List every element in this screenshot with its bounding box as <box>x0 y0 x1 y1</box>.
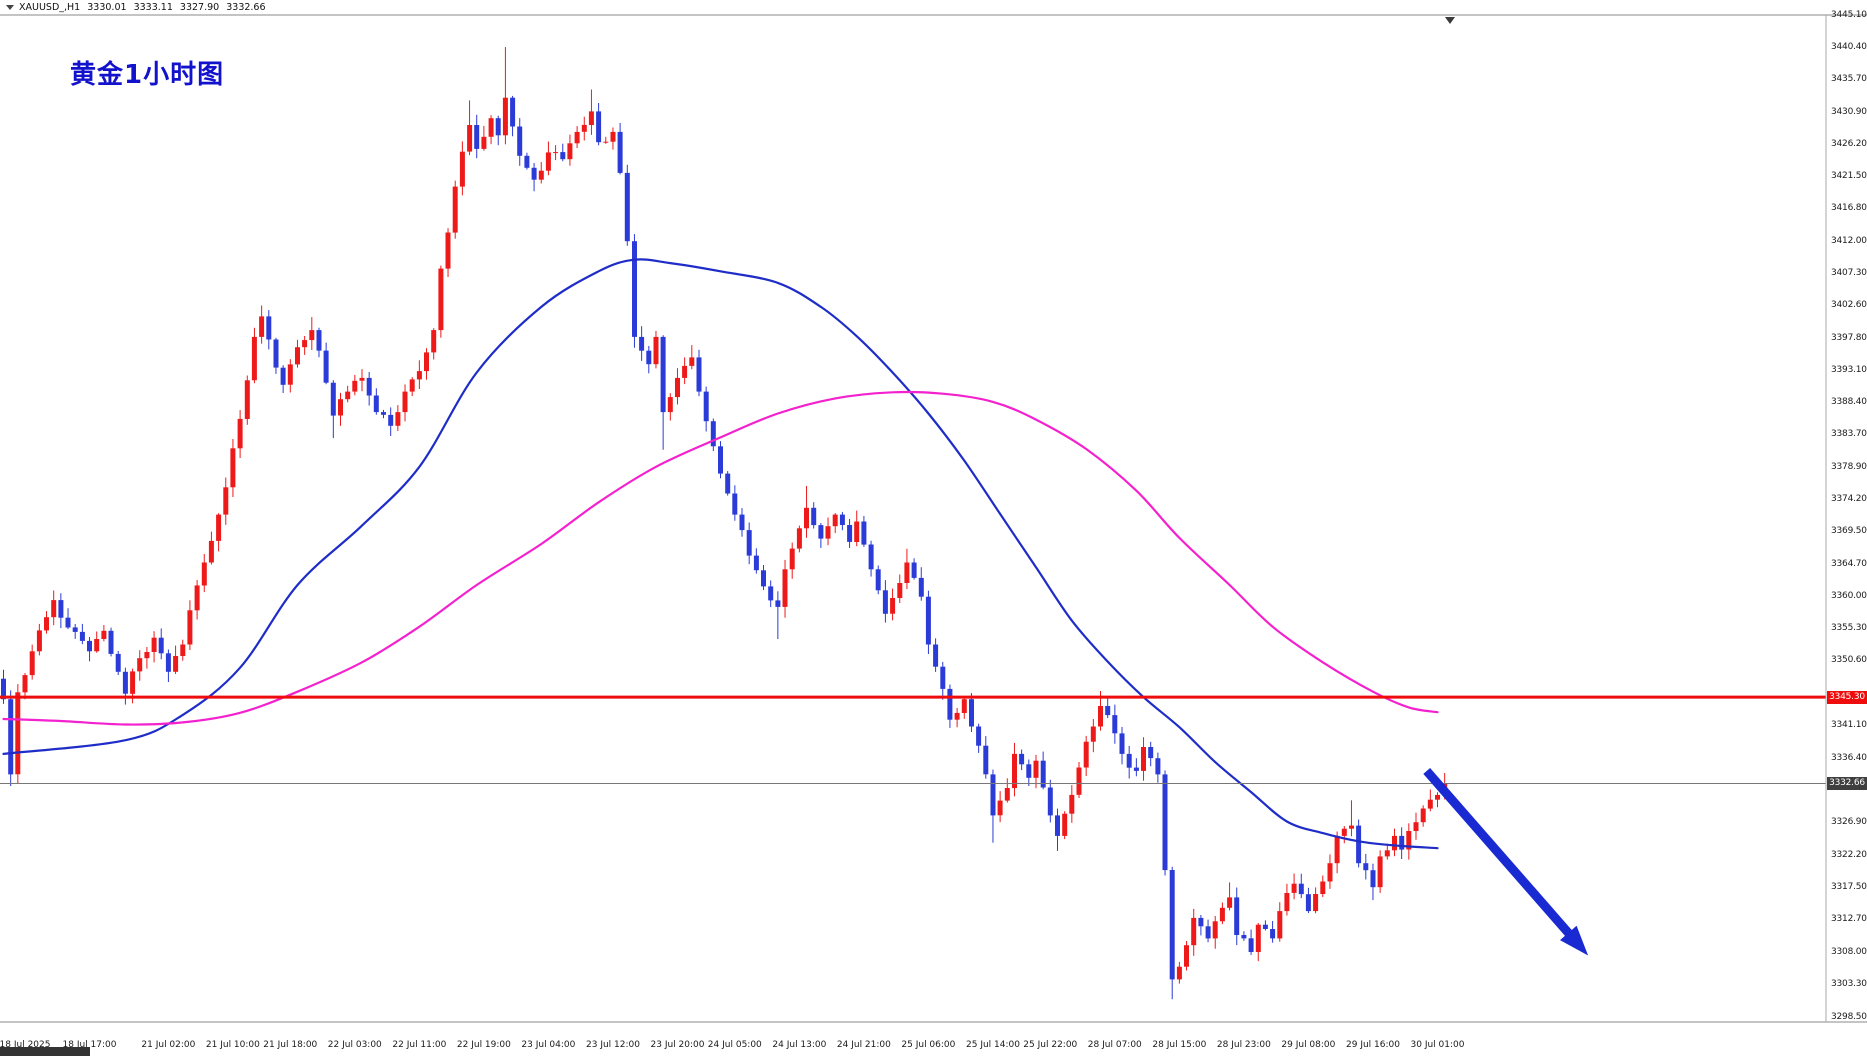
time-tick-label: 23 Jul 12:00 <box>586 1040 640 1050</box>
price-tick-label: 3383.70 <box>1831 429 1867 440</box>
time-tick-label: 18 Jul 17:00 <box>62 1040 117 1050</box>
ohlc-low: 3327.90 <box>179 2 220 13</box>
current-price-label: 3332.66 <box>1827 777 1867 790</box>
price-tick-label: 3412.00 <box>1831 235 1867 246</box>
price-tick-label: 3326.90 <box>1831 817 1867 828</box>
time-tick-label: 22 Jul 03:00 <box>327 1040 382 1050</box>
price-tick-label: 3402.60 <box>1831 300 1867 310</box>
price-axis[interactable] <box>1827 15 1867 1022</box>
symbol-dropdown-icon[interactable] <box>6 5 14 10</box>
price-tick-label: 3350.60 <box>1831 655 1867 666</box>
ma-slow-magenta-line[interactable] <box>2 390 1439 726</box>
trend-arrow-annotation[interactable] <box>1423 767 1575 939</box>
ohlc-high: 3333.11 <box>133 2 173 13</box>
symbol-ohlc-info: XAUUSD_,H1 3330.01 3333.11 3327.90 3332.… <box>19 2 270 13</box>
price-tick-label: 3421.50 <box>1831 170 1867 181</box>
time-tick-label: 21 Jul 18:00 <box>263 1040 318 1050</box>
price-tick-label: 3440.40 <box>1831 41 1867 52</box>
time-tick-label: 24 Jul 21:00 <box>836 1040 891 1050</box>
price-tick-label: 3393.10 <box>1831 364 1867 375</box>
price-tick-label: 3341.10 <box>1831 720 1867 731</box>
time-tick-label: 24 Jul 05:00 <box>707 1040 762 1050</box>
ohlc-open: 3330.01 <box>87 2 127 13</box>
price-tick-label: 3430.90 <box>1831 106 1867 117</box>
price-tick-label: 3397.80 <box>1831 332 1867 343</box>
price-tick-label: 3308.00 <box>1831 946 1867 957</box>
trend-arrow-head[interactable] <box>1560 925 1589 956</box>
price-tick-label: 3303.30 <box>1831 978 1867 989</box>
price-tick-label: 3355.30 <box>1831 623 1867 634</box>
ma-fast-blue-line[interactable] <box>2 258 1439 850</box>
price-tick-label: 3407.30 <box>1831 267 1867 278</box>
price-tick-label: 3336.40 <box>1831 752 1867 763</box>
price-tick-label: 3317.50 <box>1831 881 1867 892</box>
time-tick-label: 28 Jul 15:00 <box>1152 1040 1207 1050</box>
time-tick-label: 23 Jul 04:00 <box>521 1040 576 1050</box>
price-tick-label: 3322.20 <box>1831 849 1867 860</box>
time-tick-label: 28 Jul 23:00 <box>1216 1040 1271 1050</box>
resistance-price-label: 3345.30 <box>1827 690 1867 704</box>
time-tick-label: 29 Jul 16:00 <box>1346 1040 1400 1050</box>
price-tick-label: 3445.10 <box>1831 9 1867 20</box>
time-tick-label: 29 Jul 08:00 <box>1281 1040 1336 1050</box>
ohlc-close: 3332.66 <box>226 2 266 13</box>
time-tick-label: 28 Jul 07:00 <box>1087 1040 1142 1050</box>
time-tick-label: 23 Jul 20:00 <box>650 1040 705 1050</box>
price-tick-label: 3298.50 <box>1831 1011 1867 1022</box>
time-tick-label: 18 Jul 2025 <box>0 1040 51 1050</box>
time-tick-label: 25 Jul 22:00 <box>1023 1040 1078 1050</box>
price-tick-label: 3374.20 <box>1831 494 1867 505</box>
price-tick-label: 3388.40 <box>1831 397 1867 407</box>
chart-title-annotation: 黄金1小时图 <box>70 60 225 90</box>
price-tick-label: 3416.80 <box>1831 202 1867 213</box>
time-tick-label: 22 Jul 11:00 <box>392 1040 447 1050</box>
price-tick-label: 3360.00 <box>1831 591 1867 602</box>
price-tick-label: 3378.90 <box>1831 462 1867 472</box>
price-tick-label: 3435.70 <box>1831 73 1867 84</box>
time-tick-label: 25 Jul 06:00 <box>901 1040 956 1050</box>
time-tick-label: 24 Jul 13:00 <box>772 1040 827 1050</box>
time-tick-label: 21 Jul 10:00 <box>205 1040 260 1050</box>
price-tick-label: 3369.50 <box>1831 526 1867 537</box>
price-tick-label: 3426.20 <box>1831 138 1867 149</box>
time-tick-label: 30 Jul 01:00 <box>1410 1040 1465 1050</box>
price-tick-label: 3312.70 <box>1831 914 1867 925</box>
status-bar-fragment <box>0 1047 90 1056</box>
candlestick-series <box>1 47 1448 1000</box>
time-tick-label: 21 Jul 02:00 <box>141 1040 196 1050</box>
chart-shift-marker-icon[interactable] <box>1445 17 1455 24</box>
time-tick-label: 25 Jul 14:00 <box>966 1040 1020 1050</box>
time-tick-label: 22 Jul 19:00 <box>456 1040 511 1050</box>
price-tick-label: 3364.70 <box>1831 559 1867 569</box>
chart-header: XAUUSD_,H1 3330.01 3333.11 3327.90 3332.… <box>0 0 1867 15</box>
symbol-label: XAUUSD_,H1 <box>19 2 81 13</box>
